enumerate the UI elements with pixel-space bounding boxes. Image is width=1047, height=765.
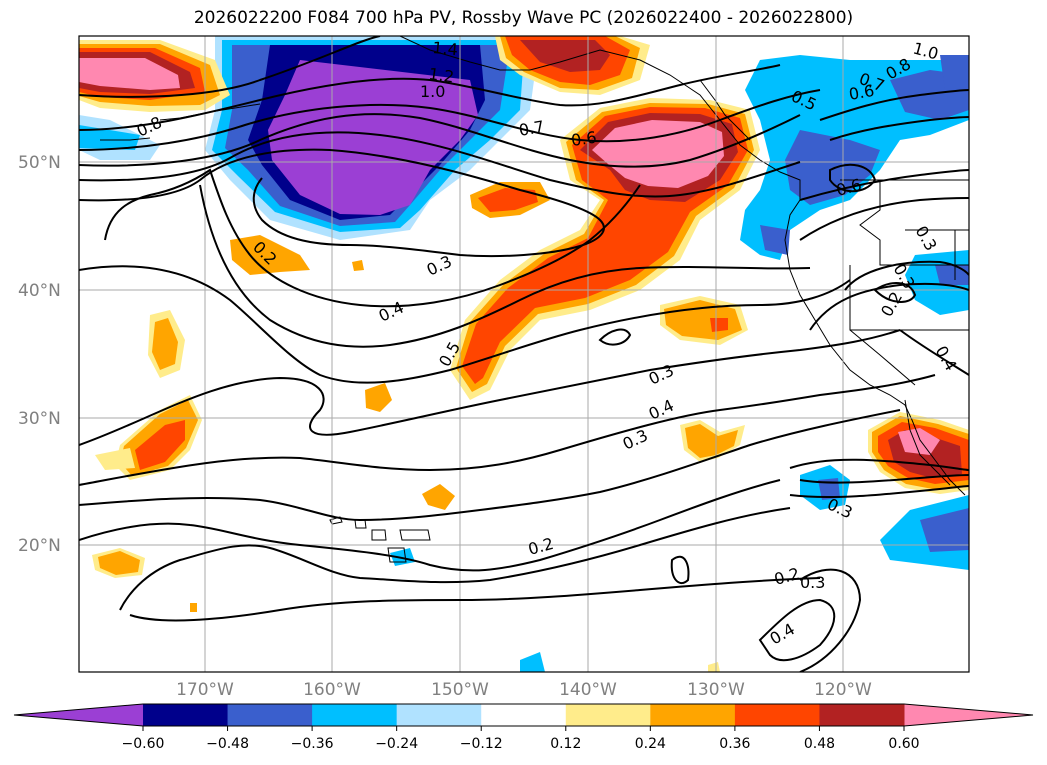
colorbar-tick-label: 0.48: [804, 736, 835, 752]
lon-label-140w: 140°W: [559, 680, 617, 700]
colorbar-tick-label: 0.36: [719, 736, 750, 752]
colorbar-tick-label: 0.60: [888, 736, 919, 752]
map-title: 2026022200 F084 700 hPa PV, Rossby Wave …: [193, 8, 854, 28]
positive-anomaly-shading: [79, 36, 969, 672]
colorbar-segment: [312, 704, 398, 726]
colorbar-tick-label: −0.48: [206, 736, 249, 752]
contour-label: 0.6: [847, 81, 875, 104]
colorbar-segment: [565, 704, 651, 726]
colorbar-extend-max: [904, 704, 1033, 726]
colorbar-tick-label: 0.12: [550, 736, 581, 752]
colorbar-tick-label: −0.60: [122, 736, 165, 752]
lat-label-20n: 20°N: [18, 536, 61, 556]
graticule: [79, 36, 969, 672]
colorbar-tick-label: −0.24: [375, 736, 418, 752]
colorbar-segment: [227, 704, 313, 726]
colorbar-segment: [481, 704, 567, 726]
lat-label-30n: 30°N: [18, 409, 61, 429]
colorbar-segment: [396, 704, 482, 726]
lon-label-160w: 160°W: [303, 680, 361, 700]
latitude-labels: 50°N 40°N 30°N 20°N: [18, 153, 61, 556]
lon-label-170w: 170°W: [176, 680, 234, 700]
colorbar-tick-label: −0.12: [460, 736, 503, 752]
contour-label: 0.7: [517, 117, 545, 140]
colorbar-segment: [650, 704, 736, 726]
pv-contours: [79, 36, 969, 672]
contour-label: 0.3: [800, 573, 825, 592]
lat-label-50n: 50°N: [18, 153, 61, 173]
contour-label: 0.6: [570, 128, 598, 150]
lat-label-40n: 40°N: [18, 281, 61, 301]
lon-label-130w: 130°W: [687, 680, 745, 700]
longitude-labels: 170°W 160°W 150°W 140°W 130°W 120°W: [176, 680, 872, 700]
contour-label: 1.4: [432, 38, 459, 59]
contour-label: 1.2: [427, 64, 455, 86]
lon-label-150w: 150°W: [431, 680, 489, 700]
colorbar-tick-label: −0.36: [291, 736, 334, 752]
lon-label-120w: 120°W: [814, 680, 872, 700]
colorbar-segment: [734, 704, 820, 726]
map-frame: [78, 35, 970, 673]
colorbar-tick-label: 0.24: [635, 736, 666, 752]
colorbar-segment: [143, 704, 229, 726]
negative-anomaly-shading: [79, 36, 969, 672]
map-layers: 1.4 1.2 1.0 0.8 0.7 0.6 0.5 0.4 0.3 0.2 …: [79, 36, 969, 672]
colorbar-extend-min: [14, 704, 143, 726]
contour-label: 1.0: [420, 82, 445, 101]
colorbar: −0.60 −0.48 −0.36 −0.24 −0.12 0.12 0.24 0.36 0.4…: [13, 703, 1034, 752]
colorbar-segment: [819, 704, 905, 726]
